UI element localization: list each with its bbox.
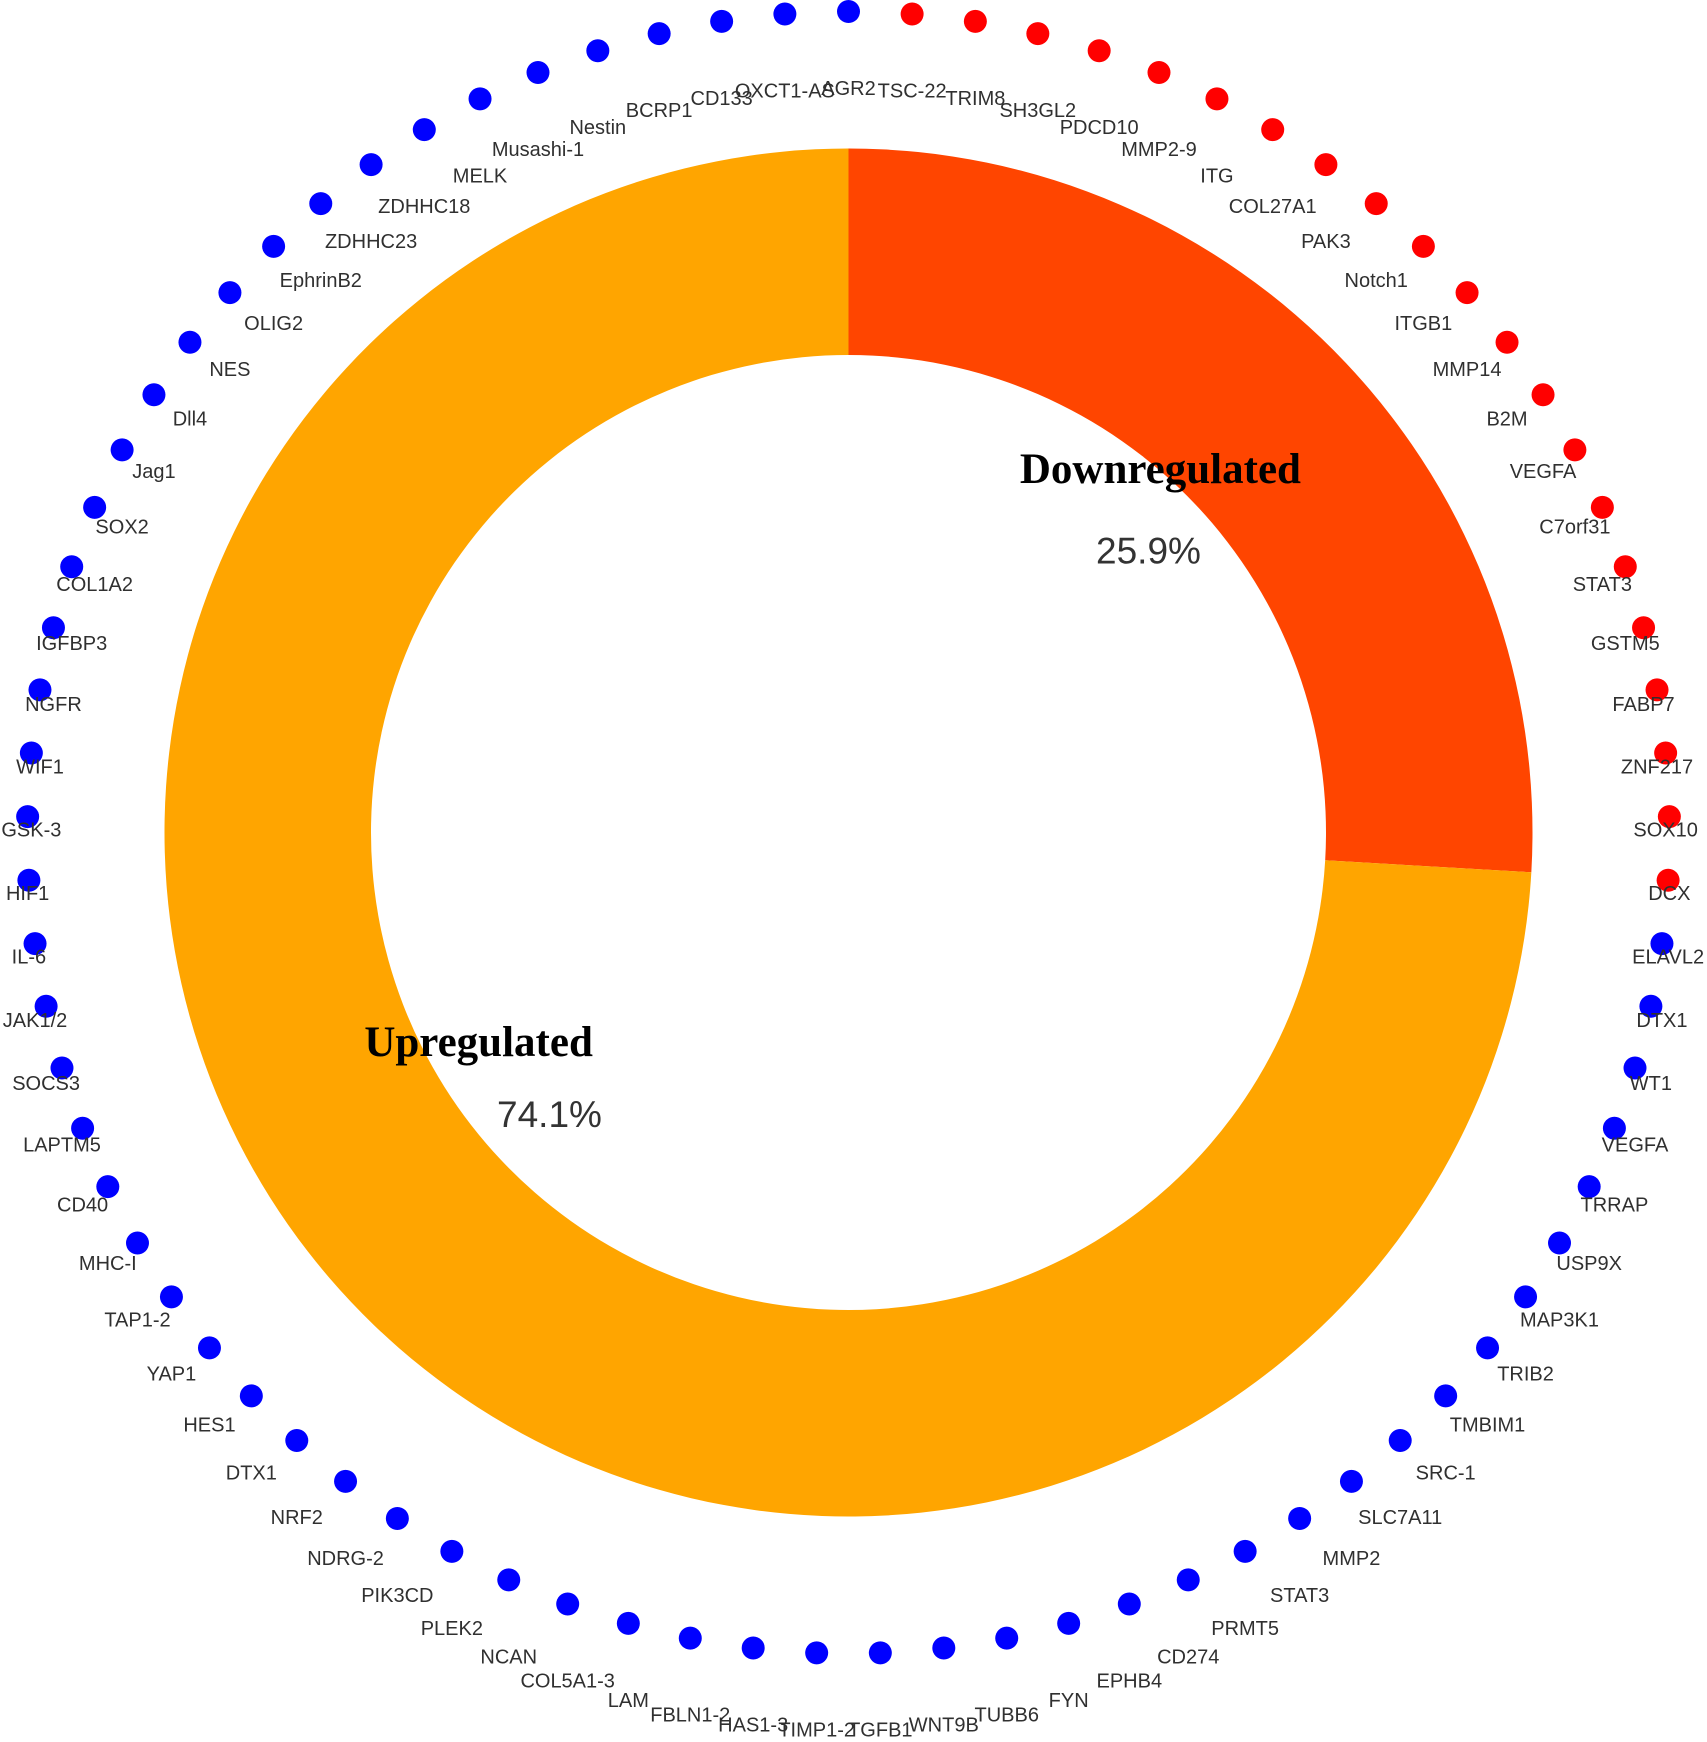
- svg-text:BCRP1: BCRP1: [626, 100, 693, 122]
- svg-text:PLEK2: PLEK2: [421, 1618, 483, 1640]
- svg-text:TRRAP: TRRAP: [1581, 1195, 1649, 1217]
- svg-text:WNT9B: WNT9B: [909, 1714, 979, 1736]
- svg-text:DCX: DCX: [1648, 883, 1690, 905]
- svg-text:ITG: ITG: [1200, 165, 1233, 187]
- svg-text:WT1: WT1: [1630, 1073, 1672, 1095]
- svg-text:HAS1-3: HAS1-3: [718, 1714, 788, 1736]
- svg-text:CD274: CD274: [1157, 1646, 1219, 1668]
- svg-text:NDRG-2: NDRG-2: [307, 1548, 384, 1570]
- svg-text:SRC-1: SRC-1: [1416, 1462, 1476, 1484]
- svg-text:STAT3: STAT3: [1270, 1585, 1329, 1607]
- svg-text:LAM: LAM: [608, 1690, 649, 1712]
- svg-text:CD133: CD133: [691, 88, 753, 110]
- svg-text:COL27A1: COL27A1: [1229, 196, 1317, 218]
- svg-text:SOCS3: SOCS3: [12, 1073, 80, 1095]
- svg-text:Notch1: Notch1: [1345, 270, 1408, 292]
- svg-text:TSC-22: TSC-22: [878, 80, 947, 102]
- svg-text:Musashi-1: Musashi-1: [492, 139, 584, 161]
- svg-text:FABP7: FABP7: [1612, 694, 1674, 716]
- svg-text:DTX1: DTX1: [1636, 1010, 1687, 1032]
- svg-text:NCAN: NCAN: [480, 1646, 537, 1668]
- svg-text:FBLN1-2: FBLN1-2: [650, 1705, 730, 1727]
- svg-text:MMP2: MMP2: [1323, 1548, 1381, 1570]
- svg-text:TAP1-2: TAP1-2: [104, 1310, 170, 1332]
- svg-text:LAPTM5: LAPTM5: [23, 1134, 101, 1156]
- svg-text:C7orf31: C7orf31: [1539, 516, 1610, 538]
- svg-text:TRIB2: TRIB2: [1497, 1363, 1554, 1385]
- svg-text:CD40: CD40: [57, 1195, 108, 1217]
- svg-text:COL1A2: COL1A2: [56, 574, 133, 596]
- svg-text:Nestin: Nestin: [569, 117, 626, 139]
- svg-text:IL-6: IL-6: [12, 947, 46, 969]
- svg-text:Jag1: Jag1: [132, 461, 175, 483]
- svg-text:NRF2: NRF2: [271, 1507, 323, 1529]
- svg-text:IGFBP3: IGFBP3: [36, 633, 107, 655]
- svg-text:OXCT1-AS: OXCT1-AS: [735, 80, 835, 102]
- svg-text:PAK3: PAK3: [1301, 231, 1351, 253]
- svg-text:TMBIM1: TMBIM1: [1450, 1414, 1526, 1436]
- svg-text:MMP2-9: MMP2-9: [1121, 139, 1197, 161]
- svg-text:VEGFA: VEGFA: [1602, 1134, 1669, 1156]
- svg-text:ITGB1: ITGB1: [1394, 313, 1452, 335]
- svg-text:MELK: MELK: [453, 165, 508, 187]
- svg-text:TIMP1-2: TIMP1-2: [778, 1719, 855, 1741]
- svg-text:COL5A1-3: COL5A1-3: [520, 1670, 615, 1692]
- svg-text:Upregulated: Upregulated: [364, 1019, 593, 1066]
- svg-text:PRMT5: PRMT5: [1211, 1618, 1279, 1640]
- svg-text:SOX2: SOX2: [95, 516, 148, 538]
- svg-text:SH3GL2: SH3GL2: [999, 100, 1076, 122]
- svg-text:GSTM5: GSTM5: [1591, 633, 1660, 655]
- svg-text:USP9X: USP9X: [1556, 1253, 1622, 1275]
- svg-text:VEGFA: VEGFA: [1510, 461, 1577, 483]
- svg-text:ZNF217: ZNF217: [1621, 756, 1693, 778]
- svg-text:JAK1/2: JAK1/2: [3, 1010, 67, 1032]
- svg-text:Dll4: Dll4: [173, 409, 207, 431]
- svg-text:HIF1: HIF1: [6, 883, 49, 905]
- svg-text:TUBB6: TUBB6: [974, 1705, 1038, 1727]
- svg-text:GSK-3: GSK-3: [1, 820, 61, 842]
- svg-text:YAP1: YAP1: [147, 1363, 197, 1385]
- svg-text:MMP14: MMP14: [1433, 359, 1502, 381]
- svg-text:FYN: FYN: [1049, 1690, 1089, 1712]
- svg-text:DTX1: DTX1: [226, 1462, 277, 1484]
- svg-text:OLIG2: OLIG2: [244, 313, 303, 335]
- svg-text:STAT3: STAT3: [1573, 574, 1632, 596]
- svg-text:HES1: HES1: [183, 1414, 235, 1436]
- svg-text:TGFB1: TGFB1: [848, 1719, 912, 1741]
- svg-text:TRIM8: TRIM8: [945, 88, 1005, 110]
- svg-text:ELAVL2: ELAVL2: [1632, 947, 1704, 969]
- svg-text:74.1%: 74.1%: [497, 1094, 602, 1135]
- svg-text:NES: NES: [209, 359, 250, 381]
- svg-text:WIF1: WIF1: [16, 756, 64, 778]
- svg-text:B2M: B2M: [1486, 409, 1527, 431]
- svg-text:PIK3CD: PIK3CD: [361, 1585, 433, 1607]
- svg-text:ZDHHC18: ZDHHC18: [378, 196, 470, 218]
- svg-text:SOX10: SOX10: [1633, 820, 1697, 842]
- svg-text:PDCD10: PDCD10: [1060, 117, 1139, 139]
- svg-text:25.9%: 25.9%: [1096, 531, 1201, 572]
- svg-text:MHC-I: MHC-I: [79, 1253, 137, 1275]
- svg-text:AGR2: AGR2: [821, 78, 875, 100]
- svg-text:MAP3K1: MAP3K1: [1520, 1310, 1599, 1332]
- svg-text:NGFR: NGFR: [25, 694, 82, 716]
- svg-text:SLC7A11: SLC7A11: [1358, 1507, 1442, 1529]
- svg-text:EPHB4: EPHB4: [1097, 1670, 1163, 1692]
- svg-text:ZDHHC23: ZDHHC23: [325, 231, 417, 253]
- svg-text:Downregulated: Downregulated: [1020, 446, 1301, 493]
- svg-text:EphrinB2: EphrinB2: [280, 270, 362, 292]
